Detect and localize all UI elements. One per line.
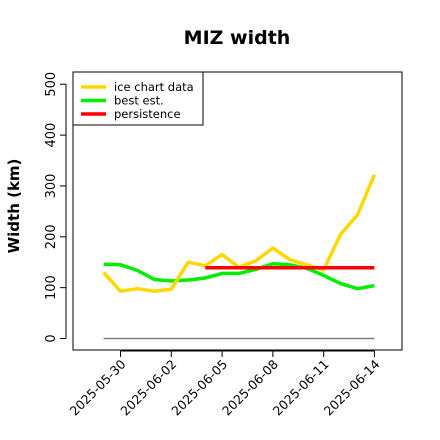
series-line-best-est- <box>103 262 375 291</box>
y-tick-label: 100 <box>44 275 59 300</box>
legend-box <box>72 71 204 126</box>
y-tick-label: 400 <box>44 123 59 148</box>
y-axis: 0 100 200 300 400 500 <box>44 72 67 343</box>
plot-frame <box>72 71 403 351</box>
legend-label: best est. <box>114 94 164 108</box>
y-tick-label: 300 <box>44 174 59 199</box>
y-tick-label: 200 <box>44 224 59 249</box>
series-lines <box>102 174 377 340</box>
y-tick-label: 500 <box>44 72 59 97</box>
y-axis-label: Width (km) <box>5 159 23 254</box>
chart-title: MIZ width <box>184 27 291 49</box>
legend-label: persistence <box>114 107 181 121</box>
legend-label: ice chart data <box>114 80 194 94</box>
y-tick-label: 0 <box>44 334 59 342</box>
x-axis: 2025-05-302025-06-022025-06-052025-06-08… <box>67 350 383 418</box>
